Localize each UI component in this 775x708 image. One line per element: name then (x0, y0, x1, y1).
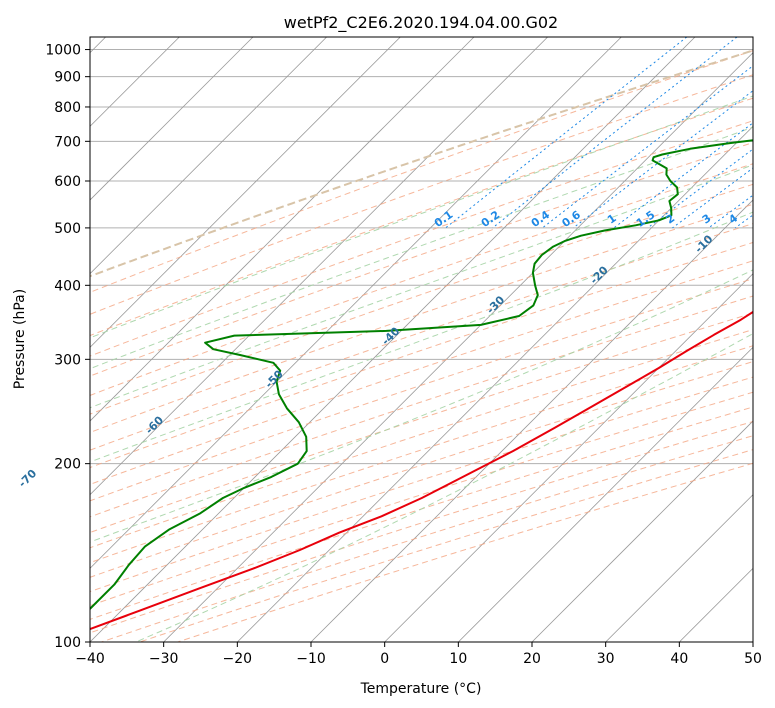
dry-adiabat (90, 329, 753, 549)
dry-adiabat (90, 50, 753, 293)
skewed-isotherm (90, 37, 254, 201)
x-tick-label: −10 (296, 651, 326, 667)
y-tick-label: 300 (54, 352, 81, 368)
x-tick-label: 10 (449, 651, 467, 667)
mixing-ratio-line (445, 37, 688, 229)
skewed-isotherm (90, 37, 548, 496)
skewed-isotherm (90, 37, 622, 569)
skewed-isotherm (163, 52, 753, 642)
temperature-profile-line (90, 310, 753, 631)
dry-adiabat (90, 183, 753, 415)
mixing-ratio-line (492, 37, 738, 229)
skewed-isotherm (237, 125, 753, 642)
x-tick-label: 40 (670, 651, 688, 667)
dry-adiabat (90, 223, 753, 451)
dry-adiabat (90, 260, 753, 485)
dry-adiabat (90, 391, 753, 607)
y-tick-label: 700 (54, 134, 81, 150)
y-tick-label: 800 (54, 100, 81, 116)
y-tick-label: 100 (54, 635, 81, 651)
x-tick-label: −20 (223, 651, 253, 667)
skewed-isotherm (90, 37, 475, 422)
moist-adiabat (90, 164, 753, 409)
y-tick-label: 400 (54, 278, 81, 294)
dry-adiabat (90, 74, 753, 315)
dry-adiabat (90, 278, 753, 502)
y-tick-label: 500 (54, 221, 81, 237)
reference-curve (90, 49, 753, 278)
y-tick-label: 200 (54, 457, 81, 473)
y-tick-label: 900 (54, 70, 81, 86)
dry-adiabat (90, 163, 753, 396)
y-tick-label: 1000 (45, 43, 81, 59)
x-axis-title: Temperature (°C) (360, 681, 482, 697)
x-tick-label: −40 (75, 651, 105, 667)
moist-adiabat (90, 126, 753, 370)
skewed-isotherm (90, 37, 401, 348)
dewpoint-profile-line (90, 139, 753, 611)
x-tick-label: 30 (597, 651, 615, 667)
dry-adiabat (90, 120, 753, 357)
x-tick-label: −30 (149, 651, 179, 667)
dry-adiabat (90, 97, 753, 337)
moist-adiabat (90, 211, 753, 463)
skewed-isotherm (90, 37, 327, 275)
skewed-isotherm (310, 199, 753, 642)
skewed-isotherm (605, 494, 753, 642)
skewed-isotherm (384, 273, 753, 642)
dry-adiabat (90, 312, 753, 534)
y-axis-title: Pressure (hPa) (12, 289, 28, 389)
mixing-ratio-line (613, 122, 753, 229)
x-tick-label: 20 (523, 651, 541, 667)
chart-title: wetPf2_C2E6.2020.194.04.00.G02 (284, 13, 558, 33)
moist-adiabat (135, 333, 753, 642)
skewed-isotherm (90, 37, 696, 642)
moist-adiabat (90, 95, 753, 339)
x-tick-label: 50 (744, 651, 762, 667)
plot-frame (89, 36, 754, 643)
y-tick-label: 600 (54, 174, 81, 190)
skewed-isotherm (458, 346, 753, 642)
skewed-isotherm (531, 420, 753, 642)
x-tick-label: 0 (380, 651, 389, 667)
dry-adiabat (90, 142, 753, 377)
